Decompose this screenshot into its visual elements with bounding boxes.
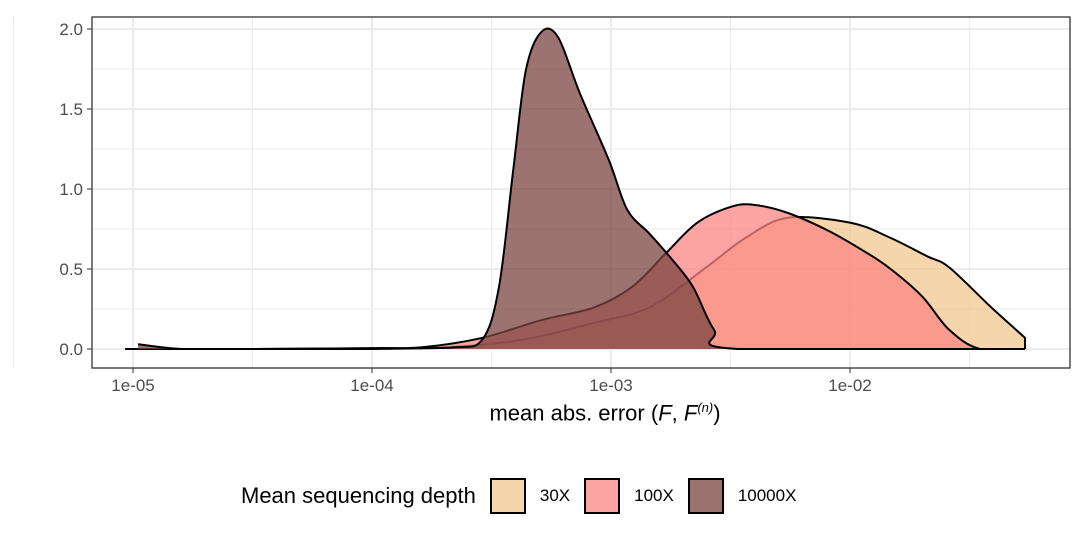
panel-border (91, 16, 1071, 369)
legend-label-10000x: 10000X (737, 486, 797, 505)
legend: Mean sequencing depth 30X 100X 10000X (241, 478, 796, 514)
x-title-sep: , (671, 400, 684, 426)
x-title-sup: (n) (697, 400, 714, 415)
density-line-10000x (137, 27, 1026, 351)
legend-key-10000x (687, 478, 724, 514)
y-tick-label: 1.5 (59, 100, 83, 119)
y-tick-label: 1.0 (59, 180, 83, 199)
x-title-f: F (658, 400, 672, 426)
x-title-fn: F (683, 400, 698, 426)
legend-key-100x (584, 478, 621, 514)
x-tick-label: 1e-02 (828, 376, 871, 395)
density-area-10000x (138, 28, 1026, 349)
legend-label-100x: 100X (634, 486, 674, 505)
x-tick-label: 1e-03 (589, 376, 632, 395)
y-tick-label: 0.0 (59, 340, 83, 359)
legend-label-30x: 30X (539, 486, 571, 505)
legend-title: Mean sequencing depth (241, 483, 476, 508)
legend-key-30x (489, 478, 526, 514)
x-title-text: mean abs. error ( (489, 400, 659, 426)
y-tick-label: 0.5 (59, 260, 83, 279)
x-tick-label: 1e-05 (111, 376, 154, 395)
x-axis-title: mean abs. error (F, F(n)) (0, 400, 1085, 426)
x-tick-label: 1e-04 (350, 376, 393, 395)
x-title-close: ) (713, 400, 721, 426)
y-tick-label: 2.0 (59, 20, 83, 39)
density-area-100x (138, 204, 1026, 349)
